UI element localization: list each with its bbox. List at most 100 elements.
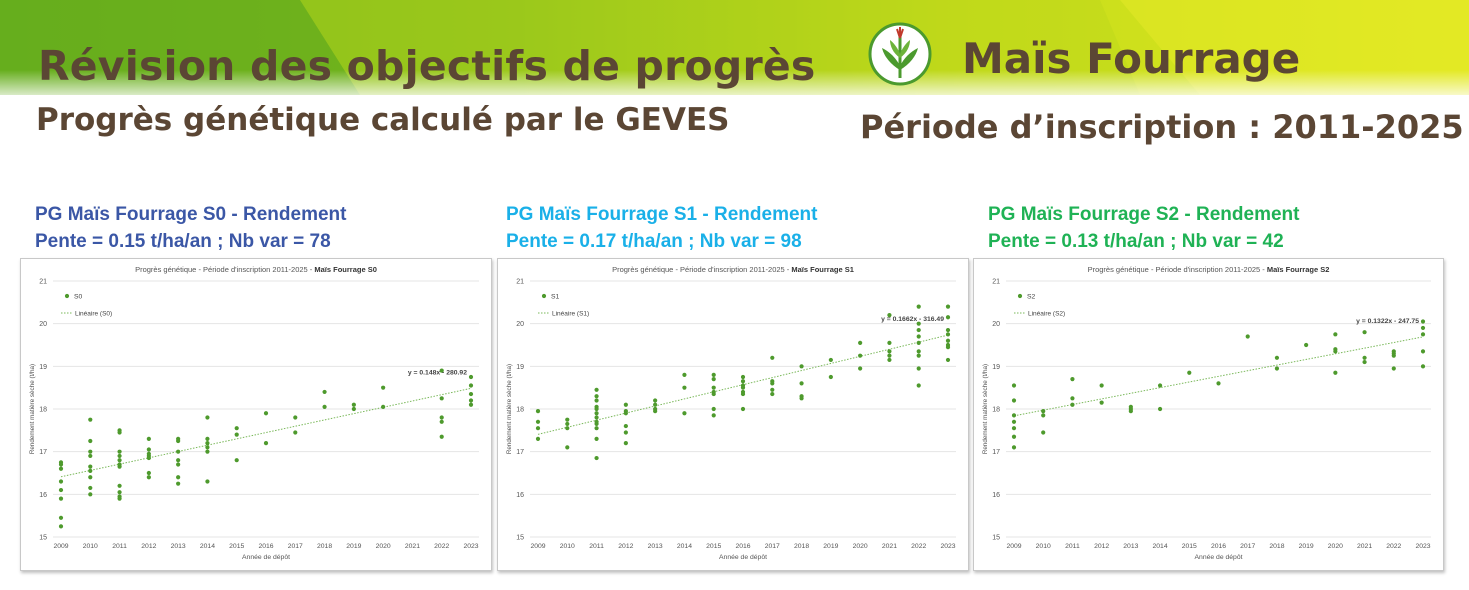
- data-point: [623, 411, 628, 416]
- data-point: [117, 496, 122, 501]
- data-point: [1216, 381, 1221, 386]
- data-point: [468, 391, 474, 397]
- x-tick-label: 2023: [1415, 543, 1430, 550]
- data-point: [623, 402, 628, 407]
- y-tick-label: 16: [39, 492, 47, 499]
- data-point: [740, 385, 746, 390]
- chart-title-series: Maïs Fourrage S1: [791, 265, 854, 274]
- page-subtitle: Progrès génétique calculé par le GEVES: [36, 102, 730, 138]
- x-tick-label: 2016: [1211, 543, 1226, 550]
- data-point: [1333, 332, 1338, 337]
- x-axis-label: Année de dépôt: [242, 554, 290, 561]
- data-point: [1011, 413, 1017, 418]
- data-point: [293, 415, 298, 420]
- data-point: [1391, 353, 1396, 358]
- data-point: [234, 432, 239, 437]
- data-point: [916, 334, 921, 339]
- data-point: [916, 321, 921, 326]
- header-banner: [0, 0, 1469, 100]
- data-point: [88, 485, 93, 491]
- chart-panel-s2: Progrès génétique - Période d'inscriptio…: [973, 258, 1444, 571]
- data-point: [1157, 383, 1163, 388]
- data-point: [916, 366, 921, 371]
- data-point: [682, 411, 687, 416]
- x-tick-label: 2017: [1240, 543, 1255, 550]
- y-tick-label: 16: [516, 492, 524, 499]
- legend-trend-label: Linéaire (S2): [1028, 311, 1065, 318]
- data-point: [88, 468, 93, 473]
- data-point: [1157, 406, 1163, 412]
- data-point: [916, 383, 921, 388]
- data-point: [146, 475, 151, 480]
- y-axis-label: Rendement matière sèche (t/ha): [982, 364, 989, 454]
- x-tick-label: 2015: [1182, 543, 1197, 550]
- data-point: [682, 385, 687, 390]
- chart-title-series: Maïs Fourrage S0: [314, 265, 377, 274]
- data-point: [117, 483, 122, 488]
- data-point: [58, 515, 64, 520]
- data-point: [740, 391, 746, 397]
- data-point: [1011, 398, 1017, 403]
- y-tick-label: 16: [992, 492, 1000, 499]
- x-tick-label: 2023: [940, 543, 955, 550]
- chart-title: Progrès génétique - Période d'inscriptio…: [1088, 265, 1330, 274]
- y-tick-label: 20: [516, 321, 524, 328]
- x-tick-label: 2019: [346, 543, 361, 550]
- x-tick-label: 2018: [794, 543, 809, 550]
- data-point: [439, 434, 444, 439]
- data-point: [205, 449, 210, 454]
- data-point: [1274, 355, 1280, 360]
- y-tick-label: 17: [39, 449, 47, 456]
- x-tick-label: 2020: [376, 543, 391, 550]
- x-tick-label: 2018: [1269, 543, 1284, 550]
- data-point: [594, 411, 599, 416]
- data-point: [58, 524, 64, 529]
- x-tick-label: 2022: [911, 543, 926, 550]
- y-tick-label: 15: [39, 535, 47, 542]
- data-point: [117, 453, 122, 459]
- chart-title: Progrès génétique - Période d'inscriptio…: [612, 265, 854, 274]
- data-point: [146, 447, 151, 452]
- data-point: [205, 436, 210, 441]
- x-tick-label: 2017: [288, 543, 303, 550]
- data-point: [381, 385, 386, 390]
- data-point: [916, 327, 921, 333]
- data-point: [770, 387, 775, 392]
- chart-panel-s0: Progrès génétique - Période d'inscriptio…: [20, 258, 492, 571]
- data-point: [88, 492, 93, 497]
- data-point: [1011, 383, 1017, 388]
- x-tick-label: 2023: [463, 543, 478, 550]
- data-point: [858, 366, 863, 371]
- data-point: [88, 449, 93, 454]
- data-point: [1304, 342, 1309, 348]
- x-tick-label: 2016: [735, 543, 750, 550]
- data-point: [594, 387, 599, 392]
- data-point: [565, 417, 570, 422]
- data-point: [828, 357, 833, 363]
- data-point: [1420, 319, 1426, 324]
- data-point: [711, 413, 716, 418]
- data-point: [381, 404, 386, 409]
- legend-series-label: S1: [551, 294, 560, 301]
- legend-marker: [64, 293, 70, 299]
- data-point: [117, 458, 122, 463]
- data-point: [263, 441, 269, 446]
- data-point: [117, 449, 122, 454]
- x-tick-label: 2020: [1328, 543, 1343, 550]
- data-point: [740, 374, 746, 380]
- data-point: [176, 438, 181, 444]
- data-point: [146, 455, 151, 461]
- data-point: [205, 445, 210, 450]
- trendline-equation: y = 0.1322x - 247.75: [1356, 318, 1419, 325]
- trendline-equation: y = 0.1662x - 316.49: [881, 316, 944, 323]
- data-point: [1362, 330, 1367, 335]
- data-point: [176, 462, 181, 467]
- x-tick-label: 2022: [434, 543, 449, 550]
- chart-heading-s0: PG Maïs Fourrage S0 - Rendement Pente = …: [35, 201, 346, 255]
- data-point: [1070, 377, 1075, 382]
- data-point: [594, 436, 599, 441]
- data-point: [799, 396, 804, 401]
- data-point: [468, 398, 474, 403]
- data-point: [1420, 325, 1426, 331]
- data-point: [205, 441, 210, 446]
